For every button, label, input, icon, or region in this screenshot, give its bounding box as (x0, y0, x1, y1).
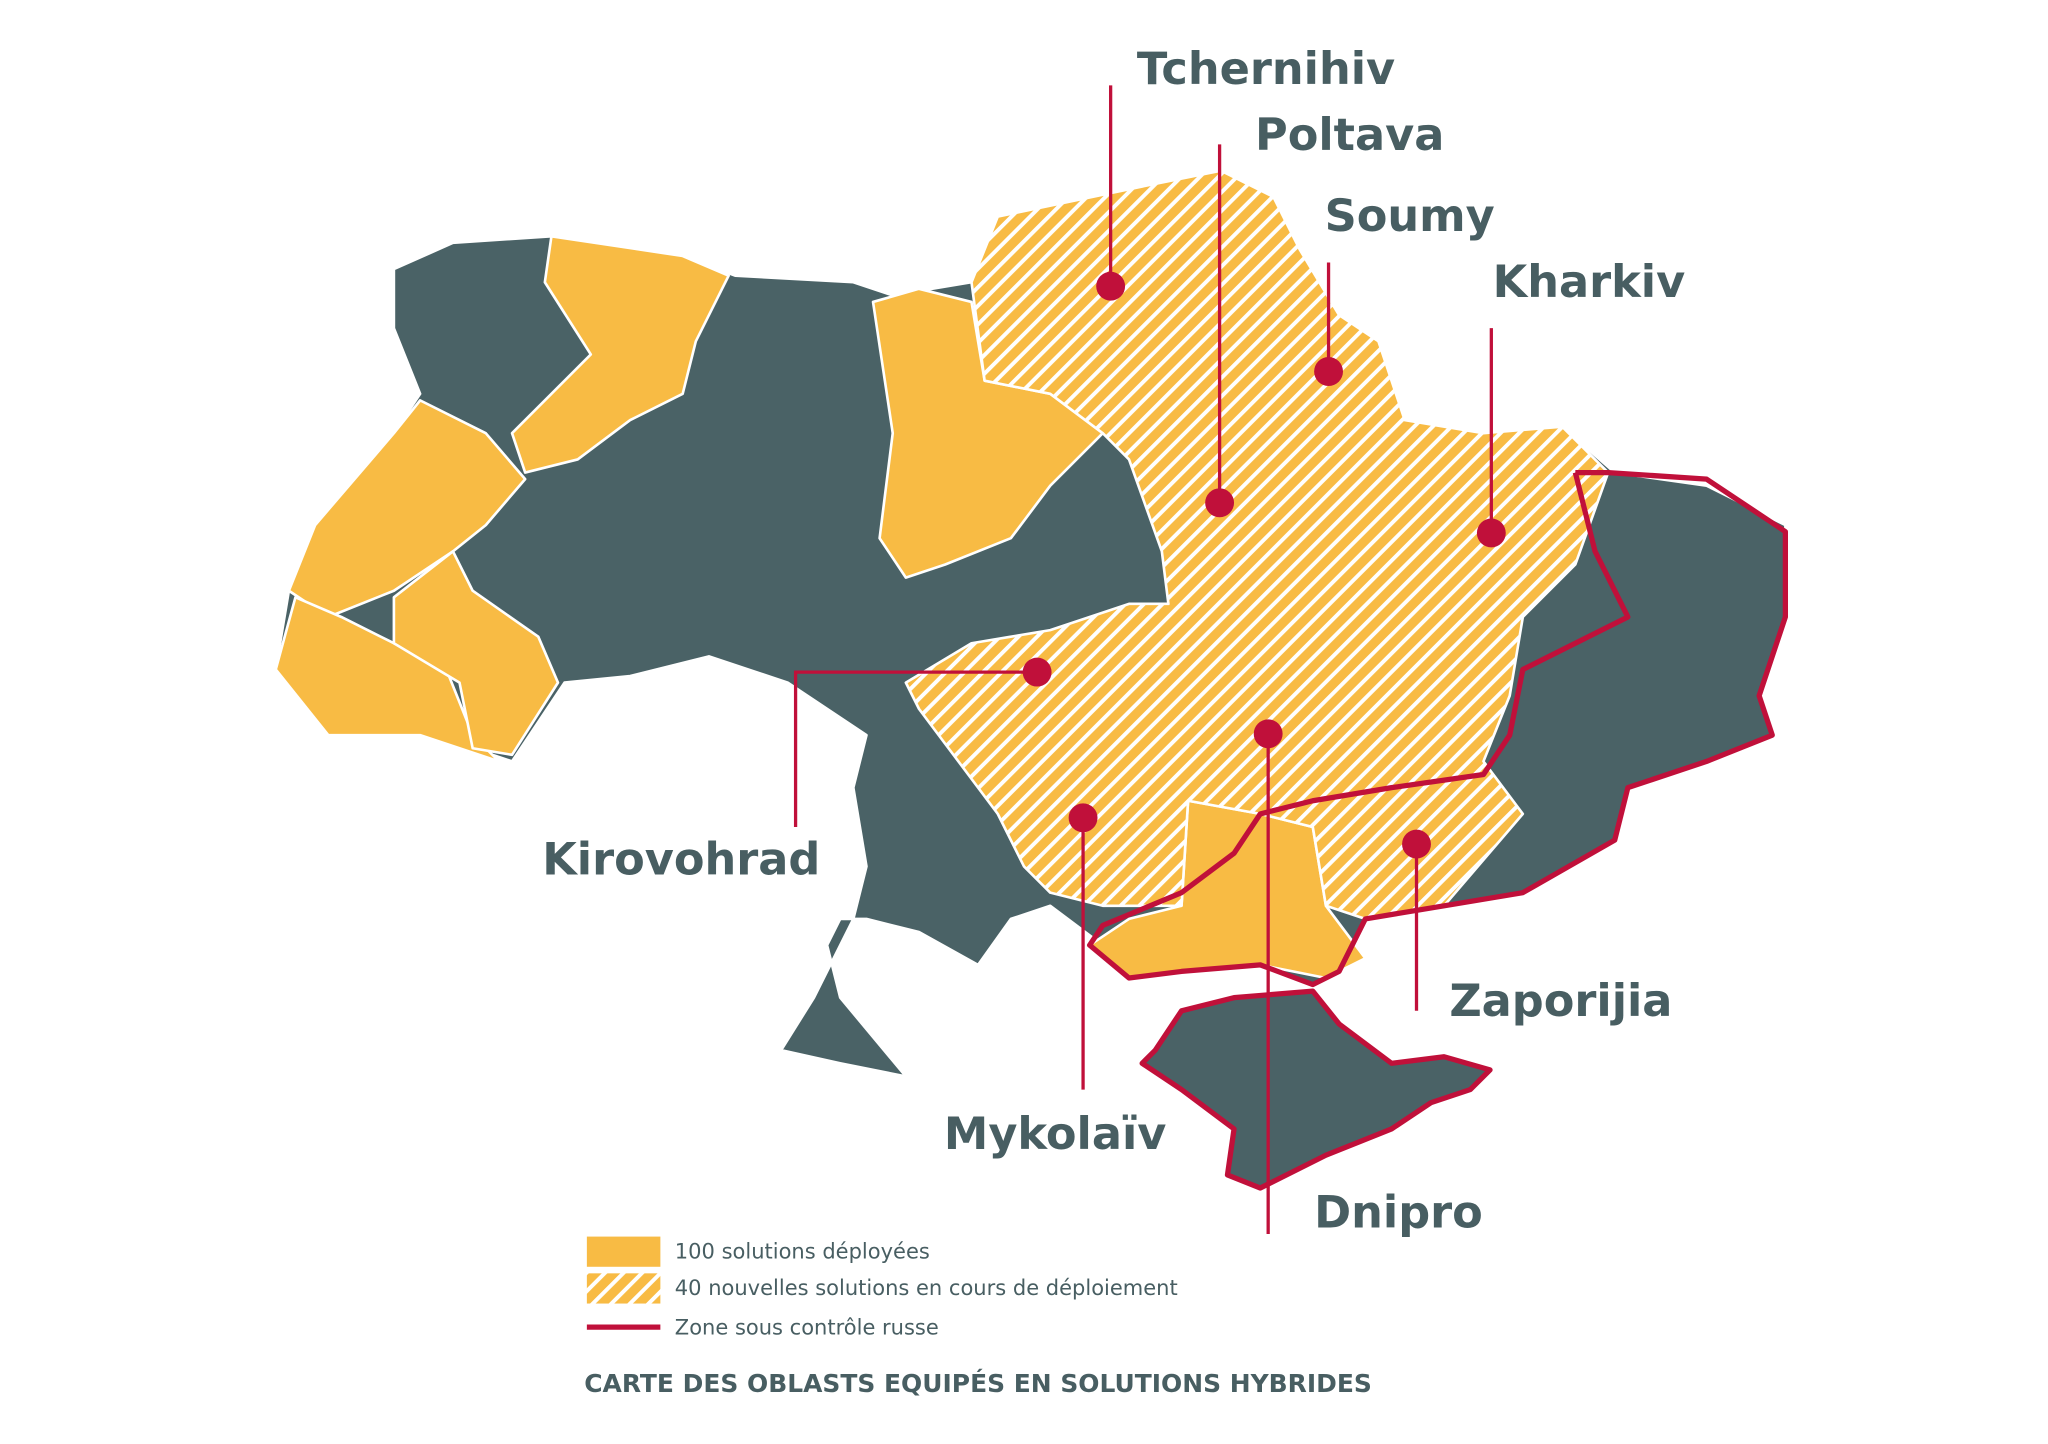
russian-zone (1087, 469, 1789, 1191)
city-dot (1205, 488, 1235, 518)
city-label: Tchernihiv (1137, 43, 1395, 95)
legend-label: Zone sous contrôle russe (675, 1315, 939, 1339)
city-dot (1314, 357, 1343, 386)
city-dot (1022, 657, 1052, 687)
leader-line (793, 670, 1038, 828)
city-label: Dnipro (1314, 1187, 1483, 1239)
city-label: Poltava (1255, 109, 1444, 161)
legend-label: 100 solutions déployées (675, 1239, 930, 1263)
region-yellow (510, 234, 730, 474)
region-yellow (392, 550, 560, 757)
city-label: Kirovohrad (542, 833, 820, 885)
region-yellow (274, 595, 501, 763)
region-yellow (871, 287, 1105, 579)
legend: 100 solutions déployées 40 nouvelles sol… (586, 1236, 1178, 1339)
caption: CARTE DES OBLASTS EQUIPÉS EN SOLUTIONS H… (584, 1369, 1372, 1398)
legend-swatch (586, 1236, 661, 1267)
legend-swatch (586, 1273, 661, 1304)
city-dot (1096, 271, 1126, 301)
city-label: Zaporijia (1449, 975, 1672, 1027)
zone-border (1087, 469, 1789, 988)
region-hatched (904, 169, 1610, 921)
zone-border (1139, 988, 1493, 1191)
city-dot (1253, 719, 1283, 749)
city-label: Soumy (1325, 190, 1495, 242)
city-dot (1402, 829, 1431, 859)
city-label: Mykolaïv (944, 1108, 1166, 1160)
city-label: Kharkiv (1493, 256, 1686, 308)
legend-label: 40 nouvelles solutions en cours de déplo… (675, 1276, 1178, 1300)
city-markers: Tchernihiv Poltava Soumy Kharkiv Kirovohrad M… (542, 43, 1685, 1238)
city-dot (1476, 518, 1506, 548)
city-dot (1068, 803, 1098, 833)
